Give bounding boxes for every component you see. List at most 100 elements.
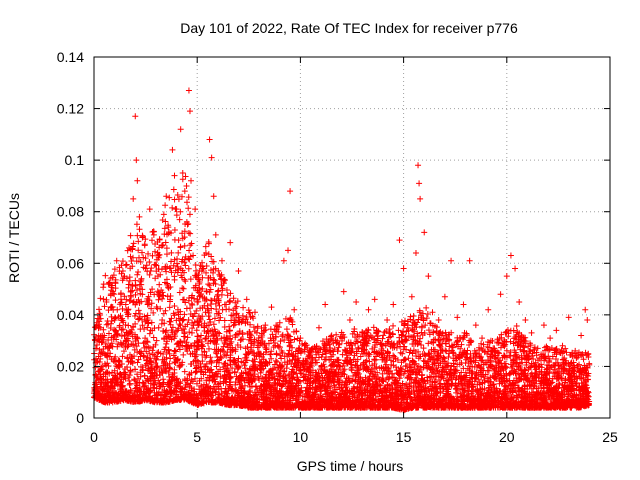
data-point	[134, 271, 141, 278]
data-point	[136, 315, 143, 322]
data-point	[187, 351, 194, 358]
data-point	[107, 384, 114, 391]
data-point	[101, 303, 108, 310]
data-point	[162, 218, 169, 225]
data-point	[140, 264, 147, 271]
data-point	[174, 191, 181, 198]
data-point	[105, 362, 112, 369]
data-point	[193, 380, 200, 387]
data-point	[198, 332, 205, 339]
data-point	[185, 229, 192, 236]
data-point	[177, 388, 184, 395]
data-point	[187, 230, 194, 237]
data-point	[107, 391, 114, 398]
data-point	[184, 375, 191, 382]
data-point	[185, 265, 192, 272]
data-point	[119, 315, 126, 322]
data-point	[136, 226, 143, 233]
data-point	[170, 186, 177, 193]
data-point	[159, 356, 166, 363]
data-point	[187, 276, 194, 283]
data-point	[141, 326, 148, 333]
data-point	[109, 399, 116, 406]
data-point	[227, 374, 234, 381]
data-point	[164, 333, 171, 340]
data-point	[115, 397, 122, 404]
data-point	[102, 380, 109, 387]
data-point	[95, 394, 102, 401]
data-point	[185, 391, 192, 398]
data-point	[182, 299, 189, 306]
data-point	[174, 269, 181, 276]
data-point	[193, 327, 200, 334]
data-point	[118, 333, 125, 340]
data-point	[164, 280, 171, 287]
data-point	[107, 325, 114, 332]
data-point	[168, 315, 175, 322]
data-point	[143, 357, 150, 364]
data-point	[181, 259, 188, 266]
data-point	[112, 285, 119, 292]
data-point	[144, 316, 151, 323]
data-point	[112, 389, 119, 396]
data-point	[96, 306, 103, 313]
data-point	[177, 265, 184, 272]
data-point	[176, 289, 183, 296]
data-point	[159, 295, 166, 302]
data-point	[134, 359, 141, 366]
data-point	[122, 262, 129, 269]
data-point	[177, 380, 184, 387]
data-point	[127, 232, 134, 239]
data-point	[153, 268, 160, 275]
data-point	[186, 345, 193, 352]
data-point	[110, 272, 117, 279]
data-point	[99, 363, 106, 370]
data-point	[186, 372, 193, 379]
data-point	[114, 343, 121, 350]
data-point	[207, 297, 214, 304]
data-point	[143, 378, 150, 385]
data-point	[147, 388, 154, 395]
data-point	[163, 268, 170, 275]
data-point	[153, 337, 160, 344]
data-point	[135, 238, 142, 245]
data-point	[155, 392, 162, 399]
data-point	[147, 289, 154, 296]
data-point	[123, 336, 130, 343]
data-point	[107, 275, 114, 282]
data-point	[122, 321, 129, 328]
data-point	[128, 326, 135, 333]
data-point	[149, 229, 156, 236]
data-point	[170, 352, 177, 359]
data-point	[172, 328, 179, 335]
data-point	[133, 287, 140, 294]
data-point	[116, 324, 123, 331]
data-point	[186, 329, 193, 336]
data-point	[181, 330, 188, 337]
data-point	[116, 364, 123, 371]
data-point	[183, 199, 190, 206]
data-point	[139, 291, 146, 298]
data-point	[124, 355, 131, 362]
data-point	[132, 366, 139, 373]
data-point	[153, 303, 160, 310]
data-point	[141, 241, 148, 248]
data-point	[127, 388, 134, 395]
data-point	[188, 300, 195, 307]
data-point	[226, 327, 233, 334]
data-point	[177, 396, 184, 403]
data-point	[192, 365, 199, 372]
data-point	[156, 281, 163, 288]
data-point	[134, 397, 141, 404]
data-point	[122, 301, 129, 308]
data-point	[191, 353, 198, 360]
data-point	[189, 319, 196, 326]
data-point	[148, 300, 155, 307]
data-point	[189, 313, 196, 320]
data-point	[131, 353, 138, 360]
data-point	[143, 262, 150, 269]
data-point	[134, 371, 141, 378]
data-point	[111, 266, 118, 273]
data-point	[167, 230, 174, 237]
data-point	[164, 362, 171, 369]
